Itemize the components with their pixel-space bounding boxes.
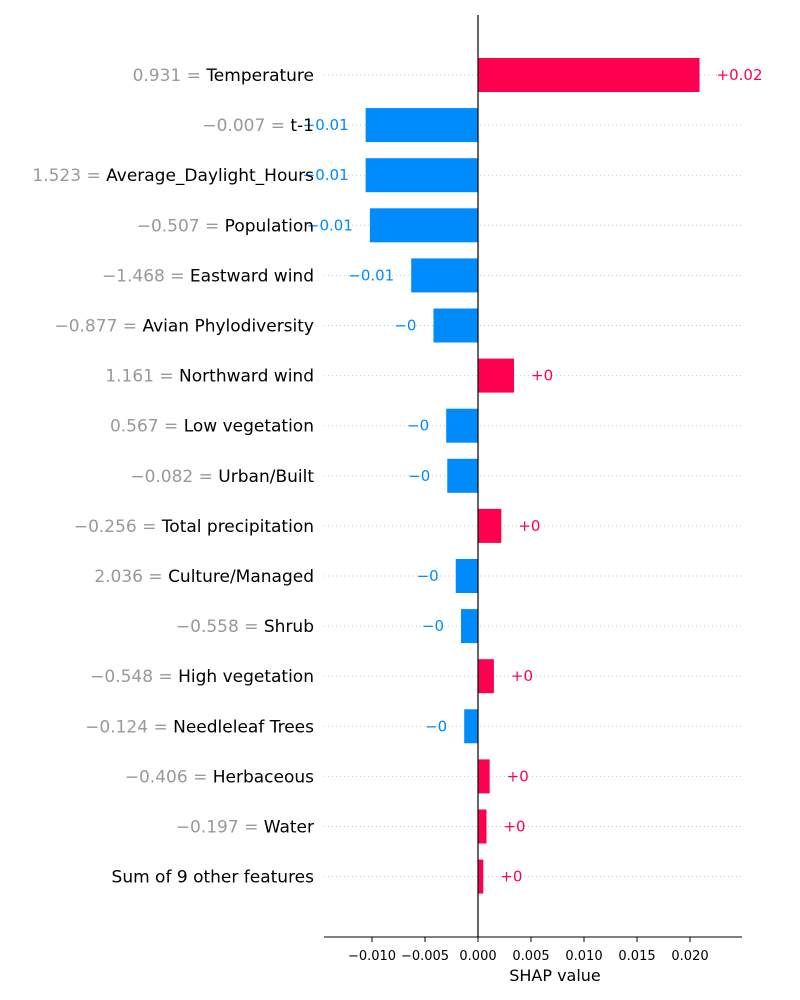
shap-bar [464, 709, 478, 744]
shap-value-label: +0 [511, 667, 533, 685]
feature-name: Water [264, 818, 314, 838]
shap-value-label: +0 [531, 367, 553, 385]
feature-value: −0.197 = [176, 818, 264, 838]
feature-value: −0.406 = [125, 767, 213, 787]
shap-value-label: +0.02 [717, 66, 763, 84]
feature-name: Sum of 9 other features [112, 868, 315, 888]
feature-name: Population [225, 216, 314, 236]
feature-value: 1.161 = [105, 367, 179, 387]
feature-label: 0.567 = Low vegetation [110, 417, 314, 437]
shap-bar [365, 158, 478, 193]
feature-label: −0.124 = Needleleaf Trees [85, 717, 314, 737]
shap-bar [461, 609, 478, 644]
feature-label: −0.548 = High vegetation [90, 667, 314, 687]
feature-label: 2.036 = Culture/Managed [94, 567, 314, 587]
feature-name: Northward wind [179, 367, 314, 387]
x-tick-label: −0.005 [401, 949, 449, 964]
feature-value: −0.256 = [74, 517, 162, 537]
shap-bar [478, 358, 515, 393]
shap-value-label: −0 [422, 617, 444, 635]
shap-value-label: +0 [503, 818, 525, 836]
feature-value: −0.548 = [90, 667, 178, 687]
shap-bar [446, 408, 478, 443]
grid-layer [324, 74, 742, 878]
feature-label: 1.161 = Northward wind [105, 367, 314, 387]
feature-name: Avian Phylodiversity [142, 317, 314, 337]
feature-value: 0.567 = [110, 417, 184, 437]
feature-value: 0.931 = [133, 66, 207, 86]
feature-label: 1.523 = Average_Daylight_Hours [32, 166, 314, 186]
feature-name: Culture/Managed [168, 567, 314, 587]
shap-value-label: +0 [518, 517, 540, 535]
x-tick-label: 0.015 [618, 949, 655, 964]
shap-bar [455, 559, 478, 593]
feature-name: Shrub [264, 617, 314, 637]
shap-bar [478, 759, 490, 794]
feature-label: −0.256 = Total precipitation [74, 517, 314, 537]
feature-name: Herbaceous [213, 767, 314, 787]
shap-value-label: −0 [425, 717, 447, 735]
feature-value: −0.558 = [176, 617, 264, 637]
feature-value: −0.507 = [137, 216, 225, 236]
shap-bar [369, 208, 478, 243]
feature-value: 1.523 = [32, 166, 106, 186]
shap-bar [411, 258, 478, 293]
x-tick-label: 0.010 [565, 949, 602, 964]
feature-name: Total precipitation [161, 517, 314, 537]
bars-layer [365, 58, 700, 894]
shap-bar [478, 859, 484, 894]
shap-value-label: −0.01 [307, 216, 353, 234]
feature-value: −0.877 = [54, 317, 142, 337]
shap-value-label: −0 [408, 467, 430, 485]
shap-value-label: −0.01 [348, 266, 394, 284]
shap-value-label: +0 [507, 767, 529, 785]
shap-value-label: −0.01 [303, 116, 349, 134]
feature-label: −0.877 = Avian Phylodiversity [54, 317, 314, 337]
feature-label: −0.507 = Population [137, 216, 314, 236]
feature-label: 0.931 = Temperature [133, 66, 314, 86]
feature-name: Needleleaf Trees [173, 717, 314, 737]
labels-layer: +0.020.931 = Temperature−0.01−0.007 = t-… [32, 66, 762, 888]
shap-bar [433, 308, 478, 343]
shap-value-label: −0.01 [303, 166, 349, 184]
shap-value-label: −0 [394, 317, 416, 335]
x-tick-label: 0.000 [459, 949, 496, 964]
feature-name: Eastward wind [190, 266, 314, 286]
x-tick-label: −0.010 [348, 949, 396, 964]
feature-label: −0.007 = t-1 [202, 116, 314, 136]
feature-label: −0.197 = Water [176, 818, 314, 838]
shap-bar [478, 809, 487, 844]
feature-value: −1.468 = [102, 266, 190, 286]
x-axis: −0.010 −0.005 0.000 0.005 0.010 0.015 0.020 [324, 936, 742, 964]
feature-label: −0.558 = Shrub [176, 617, 314, 637]
feature-value: 2.036 = [94, 567, 168, 587]
feature-label: −1.468 = Eastward wind [102, 266, 314, 286]
shap-bar [478, 58, 700, 92]
shap-bar [447, 458, 478, 493]
feature-value: −0.082 = [130, 467, 218, 487]
feature-name: Temperature [205, 66, 314, 86]
feature-name: Average_Daylight_Hours [106, 166, 314, 186]
feature-name: High vegetation [178, 667, 314, 687]
shap-bar [478, 659, 494, 694]
shap-bar [478, 508, 502, 543]
shap-value-label: −0 [407, 417, 429, 435]
feature-label: −0.406 = Herbaceous [125, 767, 314, 787]
feature-name: Urban/Built [218, 467, 314, 487]
x-axis-label: SHAP value [509, 966, 601, 985]
shap-value-label: −0 [417, 567, 439, 585]
feature-name: Low vegetation [184, 417, 314, 437]
x-tick-label: 0.005 [512, 949, 549, 964]
shap-value-label: +0 [500, 868, 522, 886]
feature-value: −0.124 = [85, 717, 173, 737]
feature-value: −0.007 = [202, 116, 290, 136]
feature-label: Sum of 9 other features [112, 868, 315, 888]
shap-bar [365, 108, 478, 143]
feature-label: −0.082 = Urban/Built [130, 467, 314, 487]
x-tick-label: 0.020 [671, 949, 708, 964]
feature-name: t-1 [290, 116, 314, 136]
